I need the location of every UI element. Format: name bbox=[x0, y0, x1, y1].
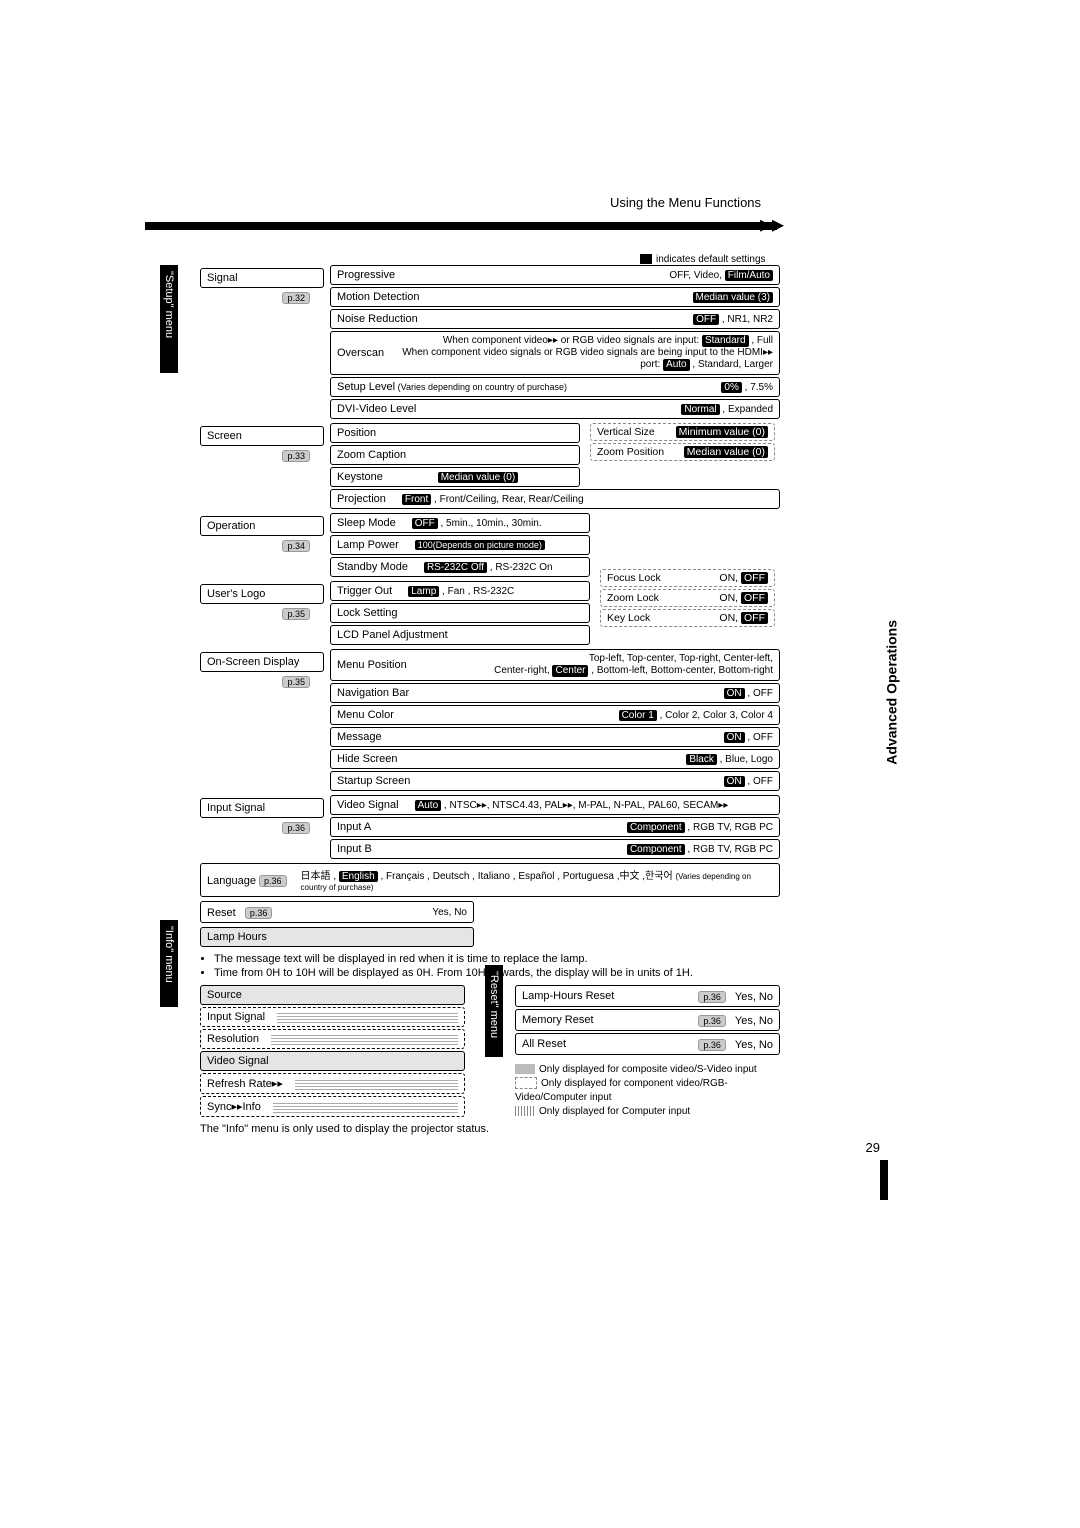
footer-note: The "Info" menu is only used to display … bbox=[200, 1123, 780, 1135]
header-bar bbox=[145, 222, 777, 230]
default-legend: indicates default settings bbox=[640, 254, 766, 265]
info-menu-tab: "Info" menu bbox=[160, 920, 178, 1007]
reset-menu-tree: Lamp-Hours Resetp.36 Yes, No Memory Rese… bbox=[495, 985, 780, 1119]
page-ref: p.32 bbox=[282, 292, 310, 304]
info-menu-tree: Source Input Signal Resolution Video Sig… bbox=[200, 985, 465, 1119]
group-userslogo: User's Logo p.35 Trigger Out Lamp , Fan … bbox=[200, 581, 780, 647]
page-number: 29 bbox=[866, 1140, 880, 1155]
group-lamphours: Lamp Hours bbox=[200, 927, 780, 949]
pattern-legend: Only displayed for composite video/S-Vid… bbox=[515, 1063, 780, 1119]
lamp-notes: The message text will be displayed in re… bbox=[200, 953, 780, 979]
group-screen: Screen p.33 Position Zoom Caption Keysto… bbox=[200, 423, 780, 511]
group-signal: Signal p.32 Progressive OFF, Video, Film… bbox=[200, 265, 780, 421]
setup-menu-tree: Signal p.32 Progressive OFF, Video, Film… bbox=[200, 265, 780, 1135]
group-language: Language p.36 日本語 , English , Français ,… bbox=[200, 863, 780, 899]
setup-menu-tab: "Setup" menu bbox=[160, 265, 178, 373]
page-header: Using the Menu Functions bbox=[610, 195, 761, 210]
group-inputsignal: Input Signal p.36 Video Signal Auto , NT… bbox=[200, 795, 780, 861]
side-thumb-mark bbox=[880, 1160, 888, 1200]
group-osd: On-Screen Display p.35 Menu Position Top… bbox=[200, 649, 780, 793]
side-section-label: Advanced Operations bbox=[884, 620, 900, 765]
group-reset: Reset p.36 Yes, No bbox=[200, 901, 780, 925]
